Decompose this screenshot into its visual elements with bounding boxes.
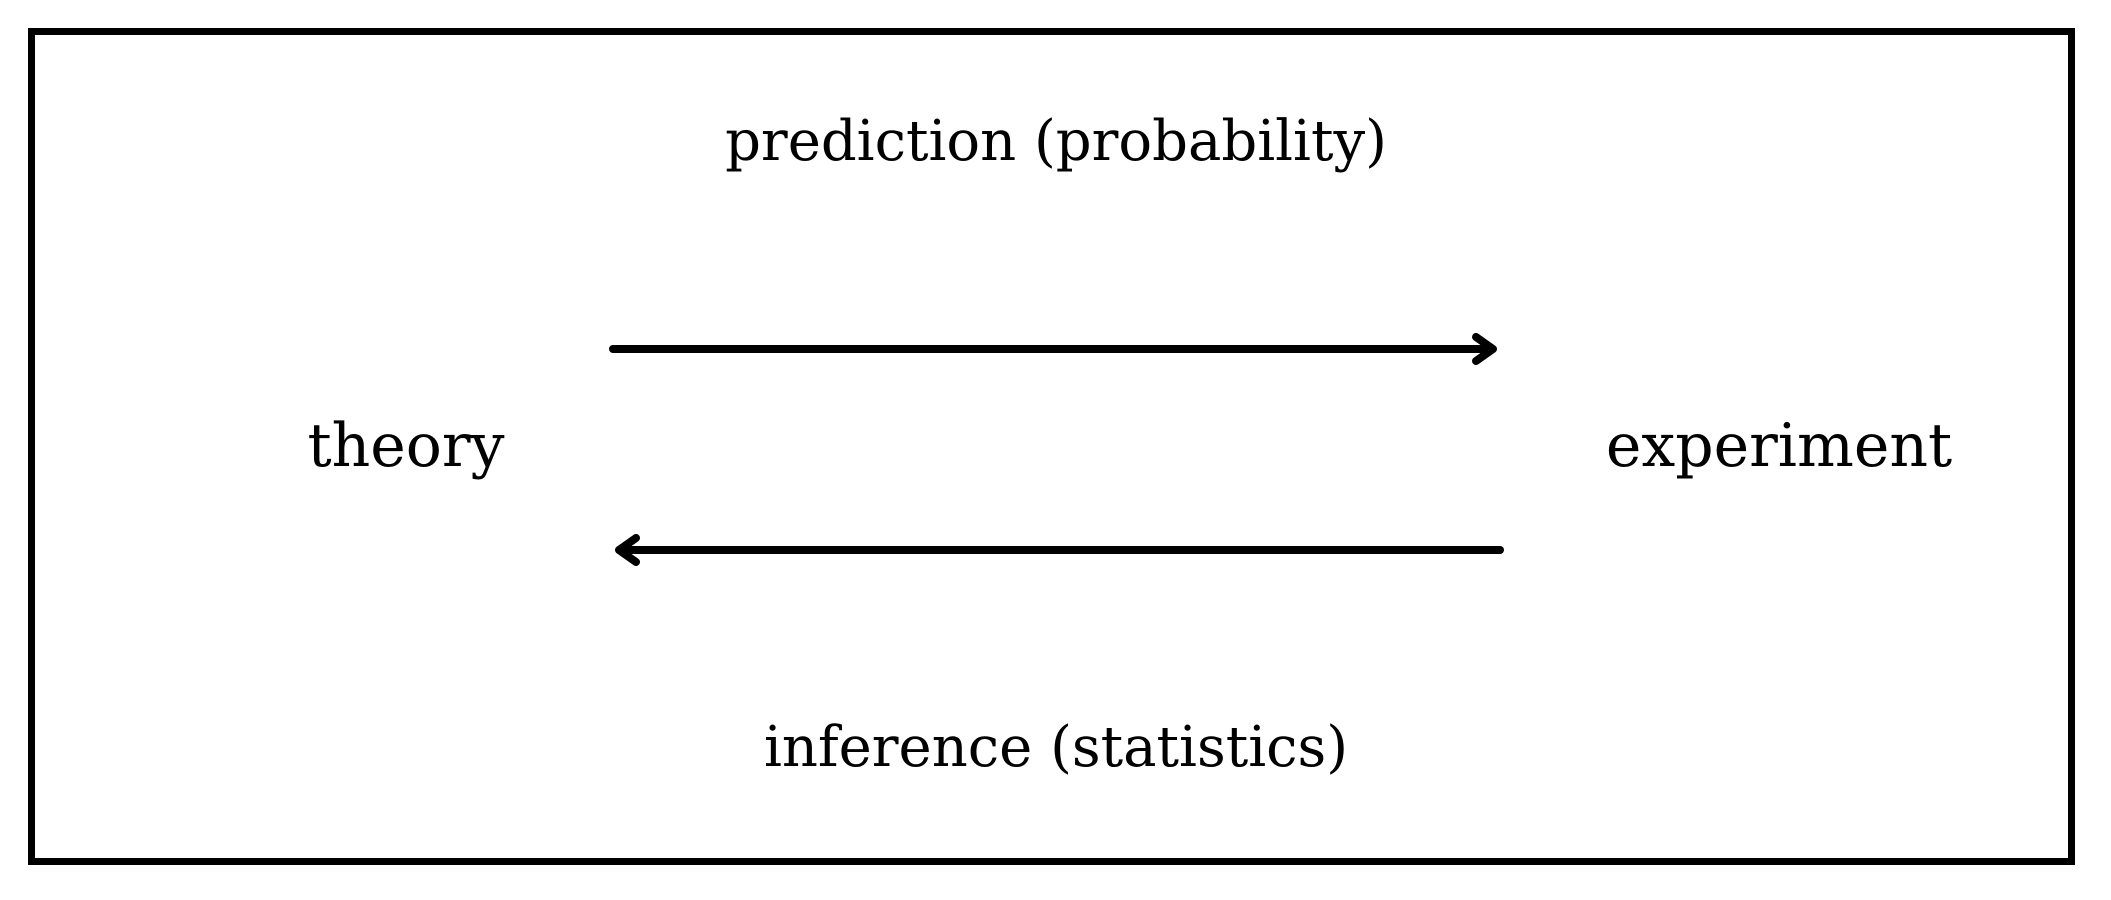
inference-label: inference (statistics) <box>763 715 1349 780</box>
diagram-frame <box>28 28 2075 865</box>
arrow-prediction-head <box>1472 333 1497 365</box>
experiment-node: experiment <box>1605 411 1953 481</box>
arrow-inference <box>615 534 1504 566</box>
prediction-label: prediction (probability) <box>725 109 1387 174</box>
theory-node: theory <box>307 411 505 481</box>
arrow-inference-head <box>615 534 640 566</box>
arrow-prediction <box>609 333 1497 365</box>
